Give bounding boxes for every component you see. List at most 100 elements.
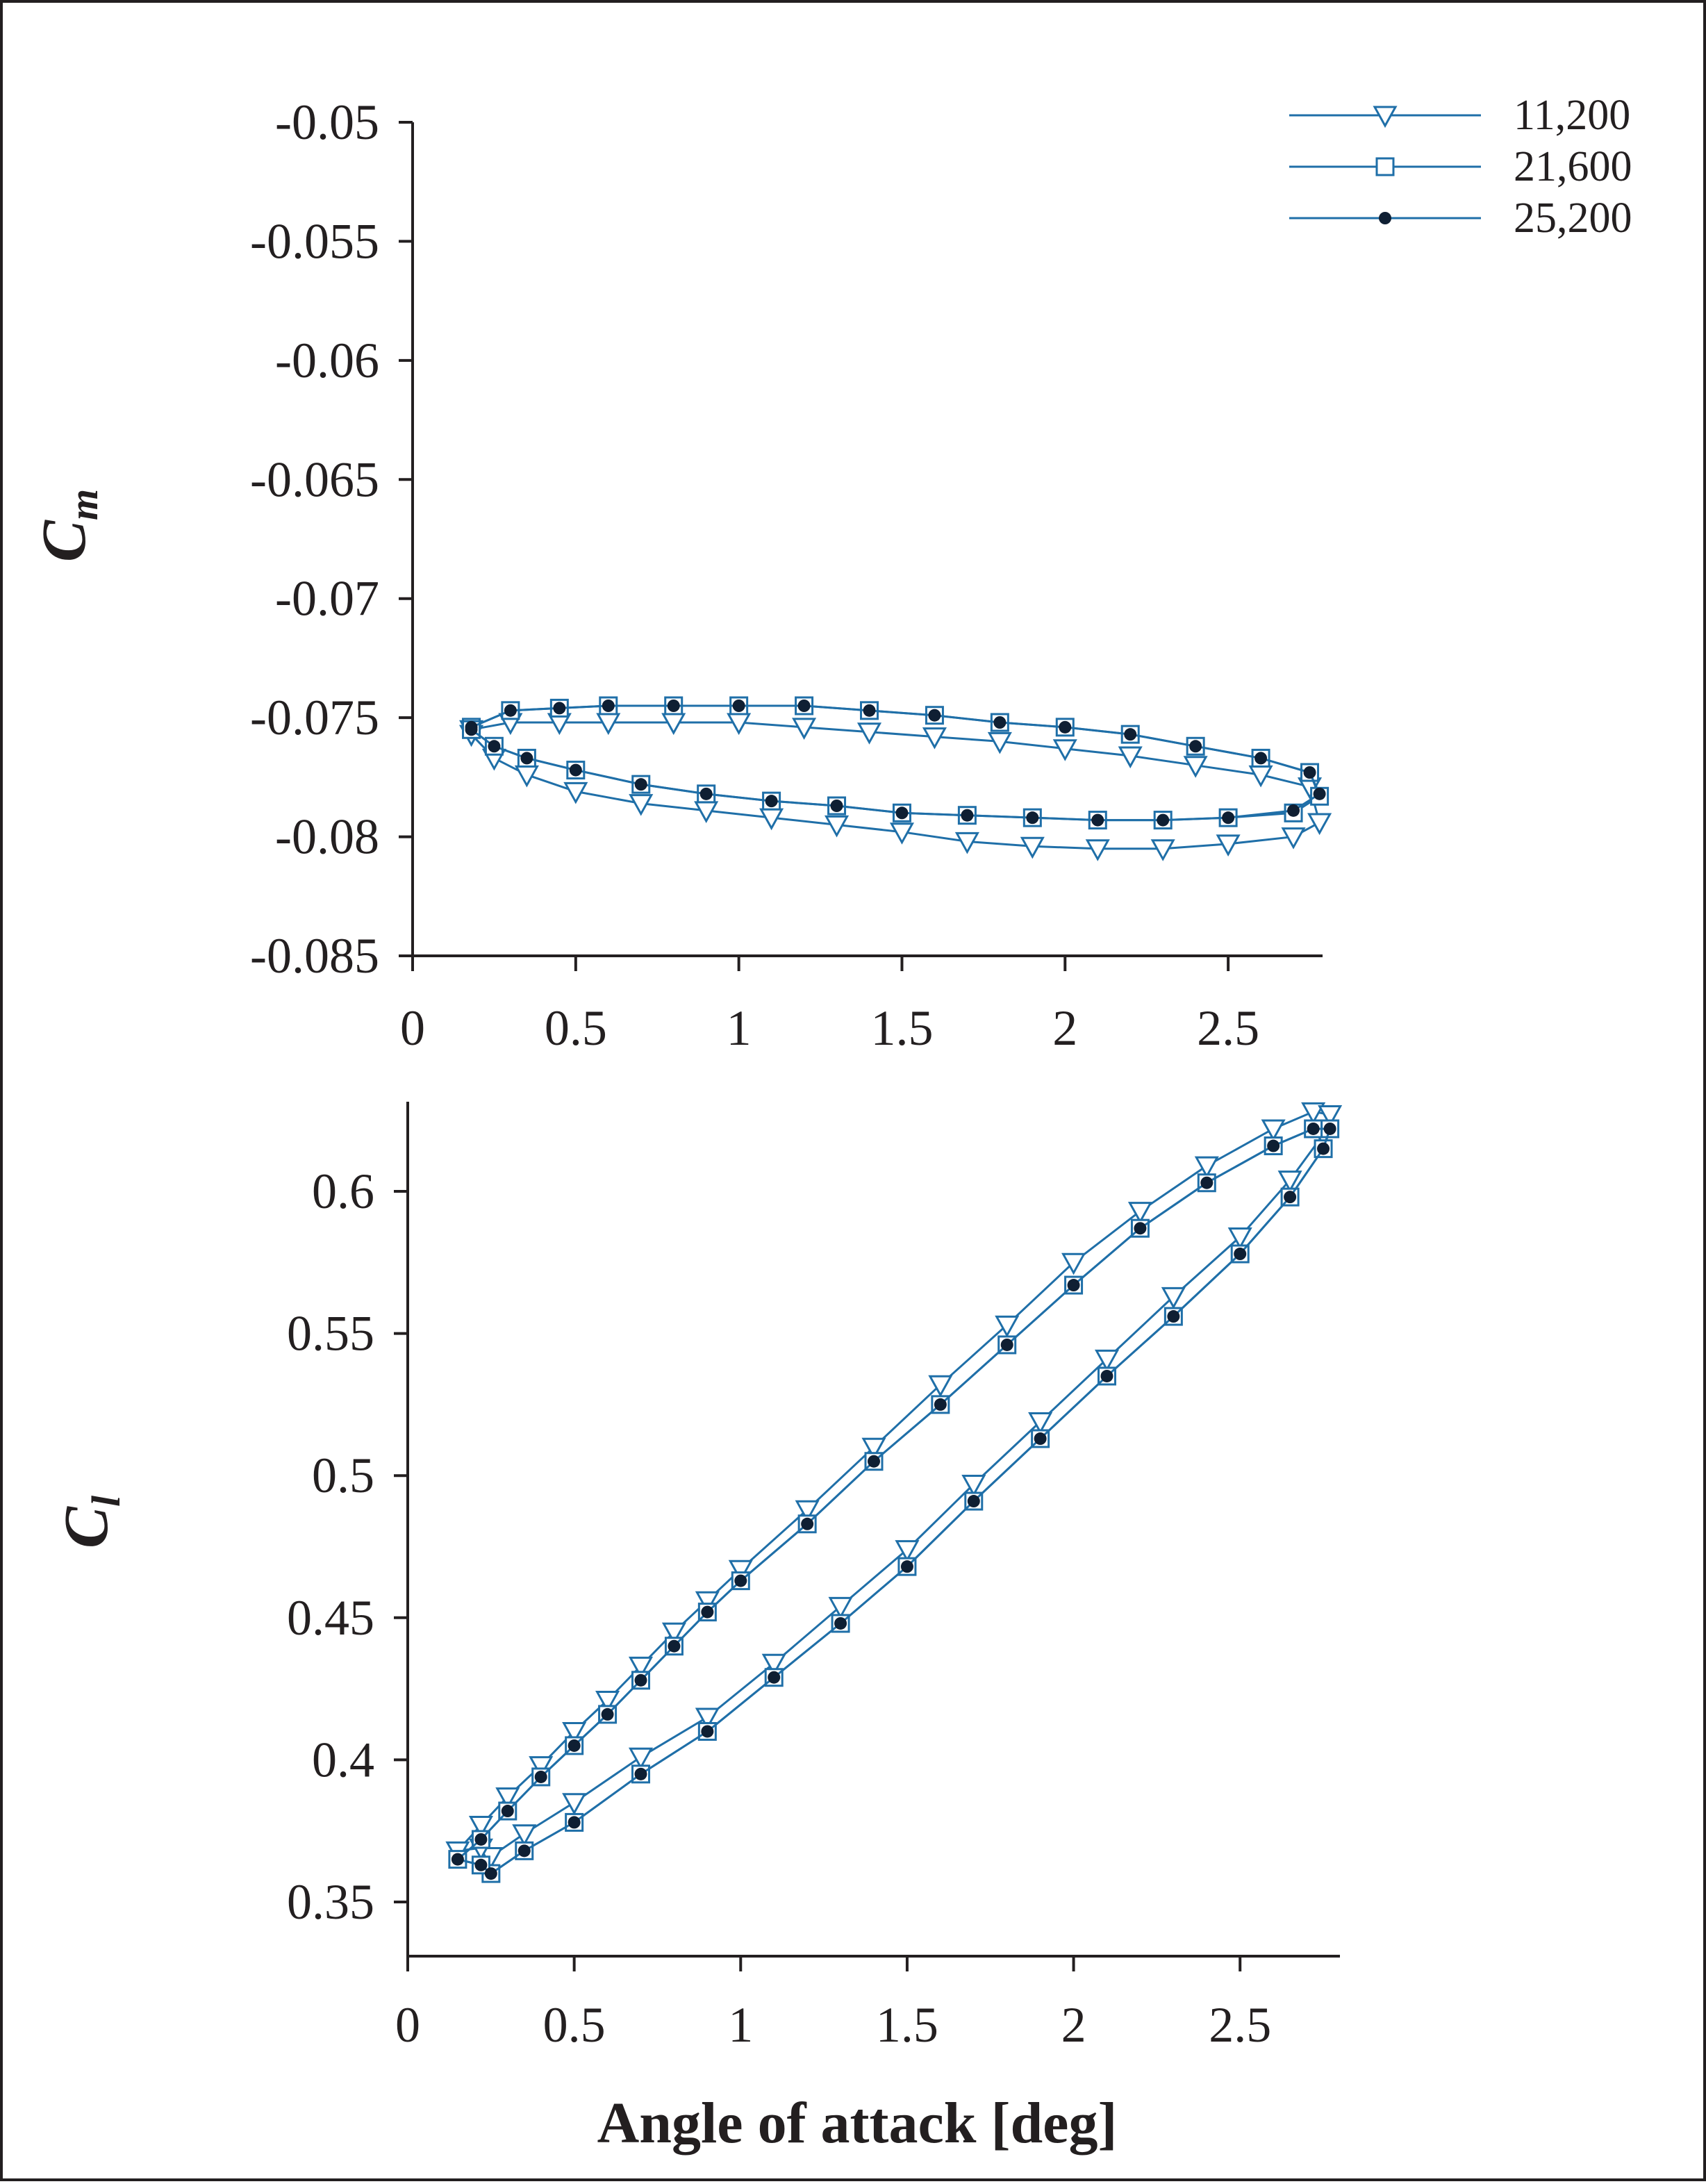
data-point-25200 xyxy=(1267,1139,1280,1152)
data-point-25200 xyxy=(504,704,517,717)
data-point-25200 xyxy=(701,1725,714,1738)
data-point-25200 xyxy=(961,809,974,822)
data-point-25200 xyxy=(569,763,582,777)
data-point-25200 xyxy=(1000,1338,1013,1351)
data-point-25200 xyxy=(732,700,745,712)
data-point-25200 xyxy=(801,1517,814,1530)
data-point-25200 xyxy=(1189,740,1202,753)
y-tick-label: -0.07 xyxy=(275,571,379,627)
data-point-legend-21600 xyxy=(1375,157,1395,176)
data-point-25200 xyxy=(734,1574,747,1587)
legend-label: 25,200 xyxy=(1514,195,1632,242)
data-point-11200 xyxy=(1127,1202,1152,1224)
x-tick-label: 2.5 xyxy=(1197,1000,1259,1056)
data-point-11200 xyxy=(468,1816,493,1838)
x-tick-label: 1 xyxy=(727,1000,752,1056)
data-point-25200 xyxy=(993,716,1007,729)
cm-series-group xyxy=(458,696,1332,861)
data-point-11200 xyxy=(1227,1227,1252,1250)
data-point-11200 xyxy=(562,1793,587,1815)
data-point-11200 xyxy=(1261,1119,1286,1142)
data-point-25200 xyxy=(830,800,843,812)
data-point-11200 xyxy=(995,1315,1020,1338)
hysteresis-chart: -0.05 -0.055 -0.06 -0.065 -0.07 -0.075 -0.08 -0… xyxy=(30,92,1632,2156)
data-point-11200 xyxy=(1150,839,1175,861)
data-point-25200 xyxy=(520,752,533,765)
y-tick-label: 0.4 xyxy=(312,1732,374,1787)
data-point-25200 xyxy=(1100,1369,1113,1382)
data-point-25200 xyxy=(1059,720,1072,734)
y-tick-label: -0.085 xyxy=(250,928,379,984)
data-point-25200 xyxy=(568,1739,581,1752)
y-tick-label: -0.055 xyxy=(250,213,379,269)
data-point-25200 xyxy=(895,806,909,820)
cm-panel: -0.05 -0.055 -0.06 -0.065 -0.07 -0.075 -0.08 -0… xyxy=(30,94,1332,1056)
data-point-25200 xyxy=(768,1671,781,1684)
data-point-25200 xyxy=(474,1858,488,1871)
data-point-25200 xyxy=(1034,1432,1047,1446)
data-point-25200 xyxy=(1307,1122,1320,1135)
data-point-25200 xyxy=(1323,1122,1336,1135)
data-point-11200 xyxy=(514,765,539,788)
y-tick-label: 0.45 xyxy=(287,1590,374,1646)
data-point-11200 xyxy=(928,1375,953,1398)
data-point-25200 xyxy=(868,1455,880,1468)
data-point-11200 xyxy=(1118,746,1143,769)
data-point-11200 xyxy=(824,815,850,838)
data-point-25200 xyxy=(797,700,811,712)
data-point-25200 xyxy=(1124,728,1137,741)
data-point-25200 xyxy=(1026,811,1039,825)
data-point-25200 xyxy=(474,1833,488,1846)
data-point-25200 xyxy=(1222,811,1235,825)
data-point-11200 xyxy=(1028,1412,1053,1434)
cm-y-label-main: C xyxy=(30,520,99,562)
data-point-11200 xyxy=(889,822,915,845)
data-point-25200 xyxy=(928,709,941,722)
data-point-11200 xyxy=(1281,827,1306,850)
y-tick-label: -0.065 xyxy=(250,452,379,507)
data-point-25200 xyxy=(1254,752,1268,765)
data-point-11200 xyxy=(1094,1349,1120,1372)
data-point-25200 xyxy=(834,1616,847,1630)
data-point-11200 xyxy=(1085,839,1110,861)
cl-x-ticks: 0 0.5 1 1.5 2 2.5 xyxy=(395,1956,1271,2053)
data-point-25200 xyxy=(634,1673,647,1687)
x-tick-label: 0.5 xyxy=(545,1000,607,1056)
data-point-11200 xyxy=(1020,836,1045,859)
data-point-25200 xyxy=(568,1816,581,1829)
x-tick-label: 2 xyxy=(1052,1000,1077,1056)
cl-y-label-sub: l xyxy=(83,1495,129,1507)
data-point-25200 xyxy=(634,1767,647,1780)
data-point-25200 xyxy=(602,700,615,712)
x-tick-label: 1.5 xyxy=(876,1997,938,2053)
cm-y-axis-label: Cm xyxy=(30,489,106,562)
data-point-11200 xyxy=(563,781,588,804)
data-point-11200 xyxy=(1277,1170,1302,1193)
data-point-25200 xyxy=(699,787,713,800)
x-tick-label: 1.5 xyxy=(870,1000,933,1056)
x-tick-label: 0 xyxy=(400,1000,425,1056)
data-point-25200 xyxy=(1200,1176,1214,1189)
data-point-25200 xyxy=(667,700,680,712)
data-point-11200 xyxy=(761,1653,786,1676)
data-point-25200 xyxy=(517,1844,531,1858)
data-point-25200 xyxy=(601,1707,614,1721)
data-point-11200 xyxy=(856,722,882,745)
data-point-11200 xyxy=(987,731,1012,754)
data-point-11200 xyxy=(595,1690,620,1713)
data-point-25200 xyxy=(634,778,647,791)
data-point-legend-11200 xyxy=(1373,106,1398,129)
x-axis-label: Angle of attack [deg] xyxy=(597,2091,1118,2156)
series-line-11200 xyxy=(470,721,1321,850)
data-point-25200 xyxy=(1067,1279,1080,1292)
data-point-11200 xyxy=(895,1540,920,1562)
y-tick-label: 0.35 xyxy=(287,1874,374,1930)
data-point-11200 xyxy=(495,1787,520,1810)
data-point-11200 xyxy=(1061,1252,1086,1275)
y-tick-label: 0.55 xyxy=(287,1306,374,1362)
x-tick-label: 2.5 xyxy=(1209,1997,1271,2053)
x-tick-label: 2 xyxy=(1061,1997,1086,2053)
data-point-11200 xyxy=(861,1437,886,1460)
